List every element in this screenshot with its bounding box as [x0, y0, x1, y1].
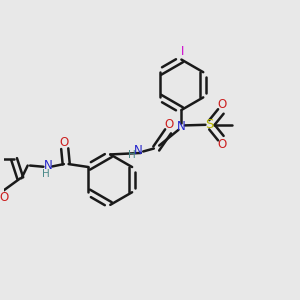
Text: H: H: [128, 150, 136, 160]
Text: N: N: [44, 159, 52, 172]
Text: H: H: [43, 169, 50, 178]
Text: N: N: [177, 120, 186, 133]
Text: O: O: [0, 191, 9, 204]
Text: S: S: [206, 118, 214, 131]
Text: O: O: [59, 136, 68, 148]
Text: O: O: [217, 98, 226, 111]
Text: O: O: [165, 118, 174, 131]
Text: I: I: [181, 45, 184, 58]
Text: N: N: [134, 144, 143, 157]
Text: O: O: [217, 138, 226, 151]
